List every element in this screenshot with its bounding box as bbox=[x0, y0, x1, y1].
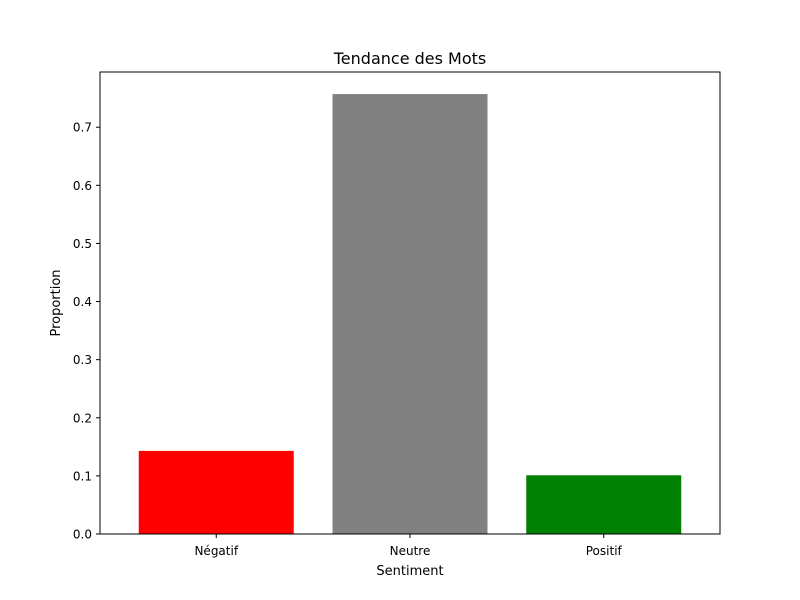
y-tick-label: 0.3 bbox=[73, 353, 92, 367]
plot-frame bbox=[99, 71, 721, 535]
y-tick-label: 0.5 bbox=[73, 237, 92, 251]
chart-title: Tendance des Mots bbox=[333, 49, 487, 68]
y-tick-label: 0.6 bbox=[73, 179, 92, 193]
x-axis-ticks: Négatif Neutre Positif bbox=[194, 534, 623, 558]
bar-1 bbox=[332, 94, 488, 535]
y-tick-label: 0.0 bbox=[73, 528, 92, 542]
bar-2 bbox=[526, 475, 682, 534]
x-tick-label: Positif bbox=[586, 544, 623, 558]
y-axis-label: Proportion bbox=[49, 269, 64, 336]
y-tick-label: 0.1 bbox=[73, 469, 92, 483]
x-tick-label: Neutre bbox=[390, 544, 431, 558]
bars-layer bbox=[138, 94, 682, 535]
bar-0 bbox=[138, 450, 294, 534]
x-tick-label: Négatif bbox=[194, 544, 238, 558]
y-tick-label: 0.7 bbox=[73, 121, 92, 135]
y-tick-label: 0.2 bbox=[73, 411, 92, 425]
x-axis-label: Sentiment bbox=[376, 564, 443, 579]
y-tick-label: 0.4 bbox=[73, 295, 92, 309]
y-axis-ticks: 0.0 0.1 0.2 0.3 0.4 0.5 0.6 0.7 bbox=[73, 121, 100, 542]
